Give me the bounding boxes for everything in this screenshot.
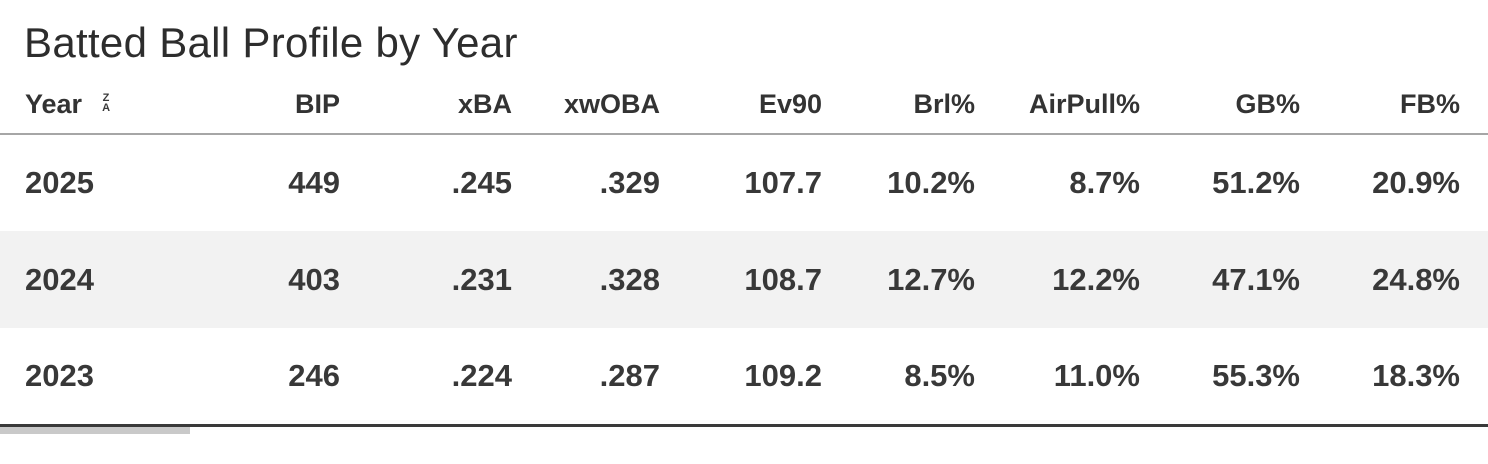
- table-header-row: Year Z A BIP xBA xwOBA Ev90 Brl% AirPull% GB% FB%: [0, 76, 1488, 136]
- column-header-airpullpct[interactable]: AirPull%: [1003, 76, 1168, 136]
- column-label: Year: [25, 89, 83, 120]
- column-header-fbpct[interactable]: FB%: [1328, 76, 1488, 136]
- batted-ball-table: Year Z A BIP xBA xwOBA Ev90 Brl% AirPull% GB% FB% …: [0, 76, 1488, 427]
- cell-bip: 449: [288, 165, 340, 201]
- cell-xwoba: .328: [599, 261, 660, 297]
- column-label: Ev90: [758, 89, 822, 120]
- column-label: AirPull%: [1028, 89, 1140, 120]
- sort-icon-letter-top: Z: [102, 92, 110, 105]
- cell-airpullpct: 8.7%: [1069, 165, 1140, 201]
- page-title: Batted Ball Profile by Year: [24, 19, 518, 66]
- cell-brlpct: 8.5%: [904, 357, 975, 393]
- column-label: Brl%: [913, 89, 975, 120]
- column-label: xwOBA: [563, 89, 660, 120]
- cell-gbpct: 51.2%: [1212, 165, 1300, 201]
- column-header-ev90[interactable]: Ev90: [688, 76, 850, 136]
- batted-ball-profile-panel: Batted Ball Profile by Year Year Z A BIP xBA…: [0, 19, 1488, 434]
- cell-xwoba: .329: [599, 165, 660, 201]
- cell-brlpct: 10.2%: [887, 165, 975, 201]
- sort-icon-letter-bottom: A: [102, 102, 111, 115]
- table-row-2024: 2024 403 .231 .328 108.7 12.7% 12.2% 47.1% 24.8%: [0, 231, 1488, 329]
- cell-year: 2024: [25, 261, 94, 297]
- column-header-bip[interactable]: BIP: [200, 76, 368, 136]
- cell-airpullpct: 11.0%: [1053, 357, 1140, 393]
- column-label: FB%: [1400, 89, 1460, 120]
- cell-brlpct: 12.7%: [887, 261, 975, 297]
- column-label: BIP: [294, 89, 340, 120]
- column-header-gbpct[interactable]: GB%: [1168, 76, 1328, 136]
- cell-bip: 246: [288, 357, 340, 393]
- cell-year: 2023: [25, 357, 94, 393]
- cell-xba: .245: [451, 165, 512, 201]
- cell-xba: .231: [451, 261, 512, 297]
- cell-fbpct: 24.8%: [1372, 261, 1460, 297]
- column-header-xba[interactable]: xBA: [368, 76, 540, 136]
- table-body: 2025 449.245.329 107.7 10.2% 8.7% 51.2% 20.9% 2…: [0, 134, 1488, 425]
- cell-airpullpct: 12.2%: [1052, 261, 1140, 297]
- table-row-2025: 2025 449 .245 .329 107.7 10.2% 8.7% 51.2% 20.9%: [0, 134, 1488, 231]
- cell-xba: .224: [451, 357, 512, 393]
- cell-ev90: 109.2: [744, 357, 822, 393]
- cell-fbpct: 20.9%: [1372, 165, 1460, 201]
- cell-fbpct: 18.3%: [1372, 357, 1460, 393]
- cell-xwoba: .287: [599, 357, 660, 393]
- cell-year: 2025: [25, 165, 94, 201]
- cell-ev90: 108.7: [744, 261, 822, 297]
- cell-gbpct: 55.3%: [1212, 357, 1300, 393]
- cell-ev90: 107.7: [744, 165, 822, 201]
- cell-bip: 403: [288, 261, 340, 297]
- column-header-year[interactable]: Year Z A: [0, 76, 200, 136]
- column-label: xBA: [457, 89, 512, 120]
- horizontal-scrollbar-thumb[interactable]: [0, 426, 190, 434]
- cell-gbpct: 47.1%: [1212, 261, 1300, 297]
- column-header-brlpct[interactable]: Brl%: [850, 76, 1003, 136]
- column-header-xwoba[interactable]: xwOBA: [540, 76, 688, 136]
- table-row-2023: 2023 246 .224 .287 109.2 8.5% 11.0% 55.3% 18.3%: [0, 328, 1488, 425]
- column-label: GB%: [1235, 89, 1300, 120]
